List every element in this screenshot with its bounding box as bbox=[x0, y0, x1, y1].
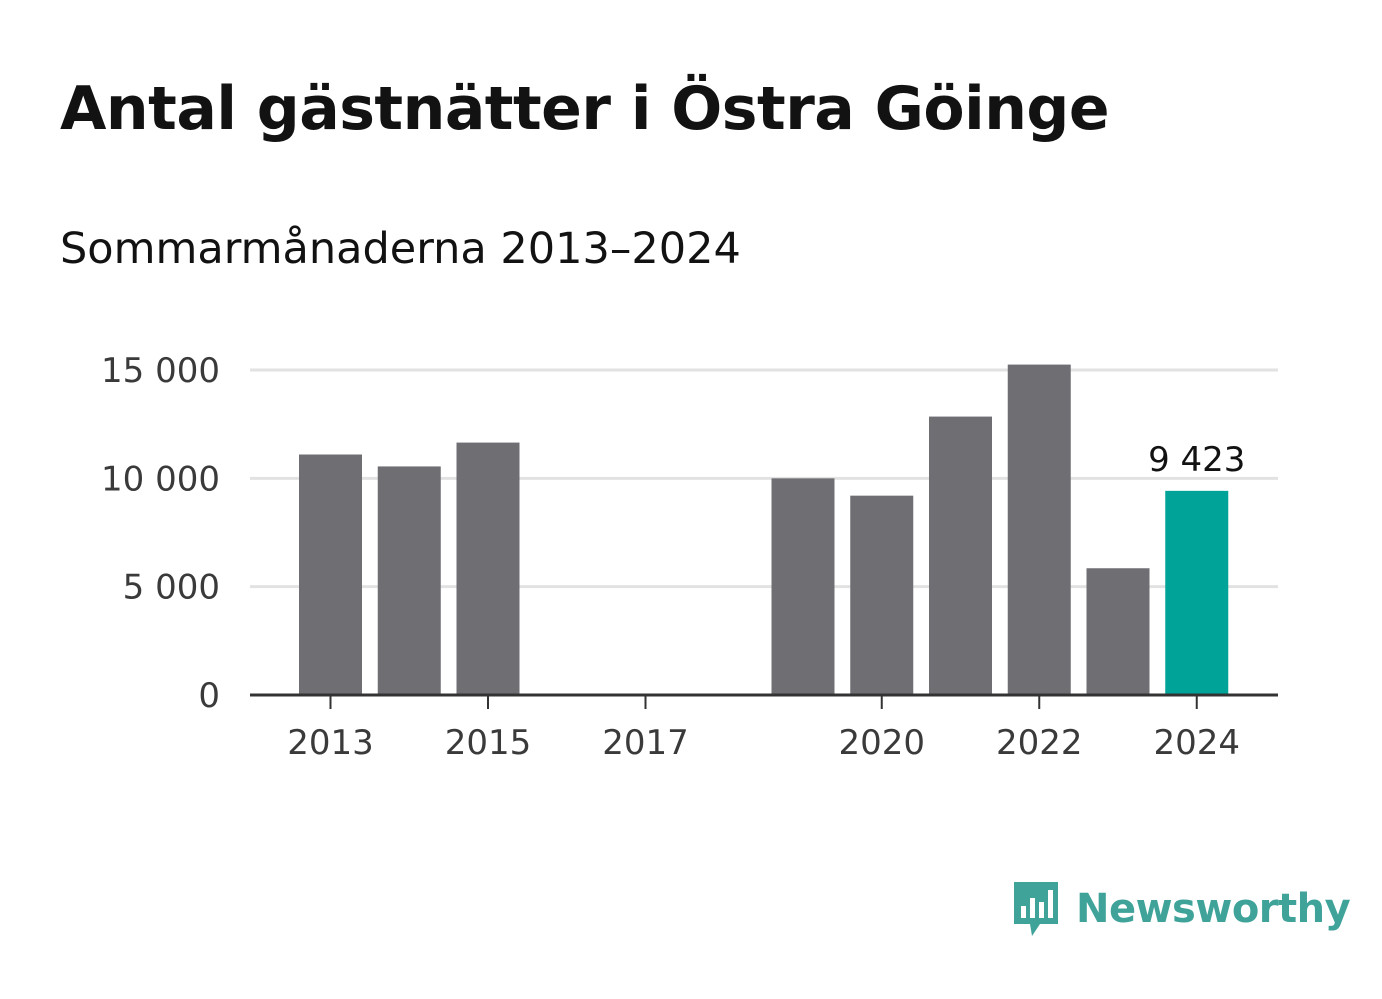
chart-title: Antal gästnätter i Östra Göinge bbox=[60, 74, 1110, 144]
x-tick-label: 2022 bbox=[996, 723, 1083, 763]
bar-2020 bbox=[850, 495, 914, 695]
brand-name: Newsworthy bbox=[1076, 886, 1351, 932]
x-tick-label: 2015 bbox=[445, 723, 532, 763]
bar-2023 bbox=[1086, 568, 1150, 695]
bar-2013 bbox=[299, 454, 362, 695]
bar-2019 bbox=[771, 478, 835, 695]
bar-2022 bbox=[1007, 364, 1071, 695]
y-tick-label: 0 bbox=[198, 676, 220, 716]
chart-subtitle: Sommarmånaderna 2013–2024 bbox=[60, 224, 741, 274]
data-label: 9 423 bbox=[1148, 440, 1245, 480]
bar-2015 bbox=[456, 442, 520, 695]
x-tick-label: 2024 bbox=[1153, 723, 1240, 763]
y-tick-label: 5 000 bbox=[123, 568, 220, 608]
bar-2024 bbox=[1165, 490, 1229, 695]
bar-chart-speech-bubble-icon bbox=[1014, 882, 1058, 936]
x-tick-label: 2013 bbox=[287, 723, 374, 763]
x-tick-label: 2017 bbox=[602, 723, 689, 763]
y-tick-label: 15 000 bbox=[101, 351, 220, 391]
x-tick-label: 2020 bbox=[838, 723, 925, 763]
bar-2021 bbox=[929, 416, 992, 695]
bar-2014 bbox=[377, 466, 441, 695]
brand-logo: Newsworthy bbox=[1010, 878, 1351, 940]
y-tick-label: 10 000 bbox=[101, 459, 220, 499]
